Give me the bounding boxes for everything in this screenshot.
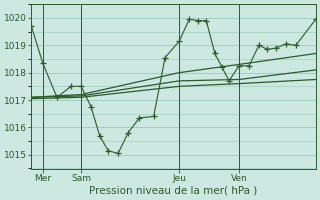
X-axis label: Pression niveau de la mer( hPa ): Pression niveau de la mer( hPa ) bbox=[90, 186, 258, 196]
